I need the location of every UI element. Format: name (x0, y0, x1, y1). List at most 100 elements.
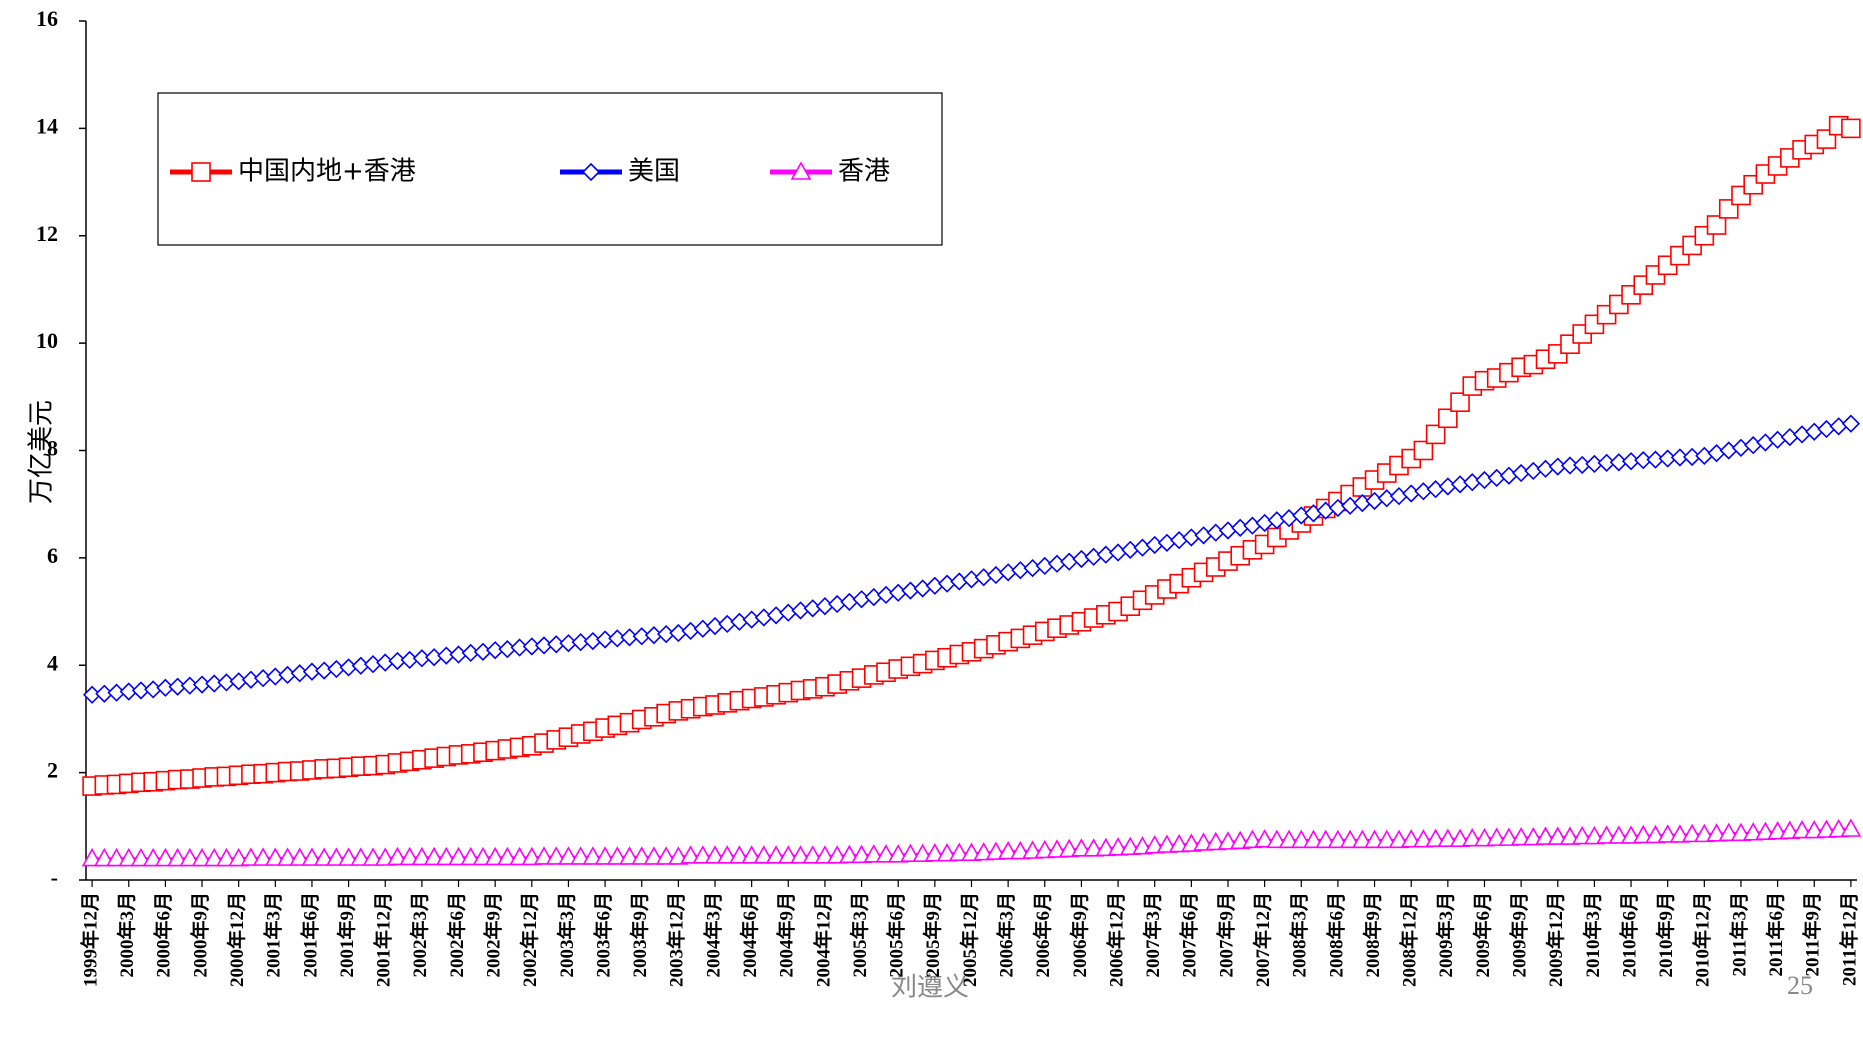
data-point (1706, 215, 1727, 235)
data-point (1425, 424, 1446, 445)
data-point (240, 847, 262, 866)
y-axis-label: 万亿美元 (27, 400, 57, 504)
data-point (716, 845, 738, 864)
data-point (1461, 828, 1483, 847)
data-point (423, 846, 445, 866)
data-point (1719, 441, 1738, 460)
legend-label: 香港 (838, 157, 890, 187)
x-tick-label: 2005年3月 (848, 892, 871, 978)
data-point (1425, 828, 1446, 847)
x-tick-label: 2011年6月 (1764, 892, 1787, 976)
data-point (1792, 425, 1812, 444)
x-tick-label: 2010年12月 (1691, 892, 1714, 987)
data-point (741, 845, 763, 864)
y-tick-label: 2 (47, 758, 58, 783)
y-tick-label: 4 (47, 650, 58, 675)
data-point (680, 845, 701, 864)
data-point (277, 847, 298, 866)
data-point (497, 846, 518, 866)
data-point (606, 846, 628, 865)
data-point (840, 592, 859, 612)
data-point (216, 847, 237, 867)
x-tick-label: 2009年3月 (1434, 892, 1457, 978)
x-tick-label: 2011年12月 (1837, 892, 1860, 986)
y-tick-label: 8 (47, 436, 58, 461)
x-tick-label: 2010年9月 (1654, 892, 1677, 978)
data-point (766, 606, 786, 625)
legend-label: 美国 (628, 157, 680, 187)
data-point (1756, 433, 1775, 452)
data-point (1486, 827, 1508, 846)
data-point (1364, 829, 1385, 849)
data-point (1389, 487, 1409, 506)
data-point (1400, 829, 1422, 848)
data-point (1194, 526, 1213, 545)
data-point (1157, 533, 1177, 552)
data-point (1547, 826, 1569, 845)
data-point (1731, 438, 1751, 457)
x-tick-label: 2008年6月 (1324, 892, 1347, 978)
data-point (252, 847, 274, 866)
data-point (448, 846, 469, 866)
y-tick-label: 10 (36, 328, 58, 353)
data-point (338, 847, 359, 866)
x-tick-label: 2006年12月 (1104, 892, 1127, 987)
data-point (1413, 440, 1434, 461)
x-tick-label: 2004年12月 (811, 892, 834, 987)
data-point (1071, 838, 1092, 857)
data-point (1351, 829, 1373, 849)
data-point (790, 845, 811, 864)
y-tick-label: 14 (36, 113, 58, 138)
data-point (1170, 531, 1189, 550)
x-tick-label: 2001年9月 (335, 892, 358, 978)
data-point (1840, 818, 1862, 837)
data-point (1133, 538, 1152, 557)
data-point (1829, 417, 1848, 436)
data-point (655, 846, 677, 865)
data-point (1437, 828, 1459, 847)
data-point (411, 846, 433, 866)
data-point (582, 846, 604, 865)
data-point (289, 847, 311, 866)
legend-marker (191, 162, 211, 182)
data-point (875, 844, 897, 863)
x-tick-label: 2008年9月 (1361, 892, 1384, 978)
x-tick-label: 2001年12月 (372, 892, 395, 987)
data-point (619, 846, 640, 865)
data-point (692, 845, 714, 864)
x-tick-label: 2001年3月 (262, 892, 285, 978)
x-tick-label: 2002年9月 (482, 892, 505, 978)
data-point (1535, 826, 1556, 845)
data-point (313, 847, 335, 866)
x-tick-label: 2007年12月 (1251, 892, 1274, 987)
data-point (1608, 825, 1630, 844)
data-point (1841, 414, 1861, 433)
data-point (1744, 435, 1763, 455)
data-point (533, 846, 555, 865)
data-point (545, 846, 567, 865)
data-point (558, 846, 579, 865)
data-point (863, 844, 885, 863)
data-point (1499, 466, 1519, 485)
data-point (1376, 829, 1398, 849)
data-point (1707, 444, 1726, 463)
data-point (948, 842, 970, 861)
y-tick-label: 16 (36, 6, 58, 31)
x-tick-label: 2005年12月 (958, 892, 981, 987)
x-tick-label: 2001年6月 (298, 892, 321, 978)
x-tick-label: 2009年6月 (1471, 892, 1494, 978)
data-point (643, 846, 665, 865)
data-point (1805, 422, 1824, 441)
data-point (1426, 480, 1445, 499)
data-point (1780, 427, 1799, 447)
x-tick-label: 2000年9月 (188, 892, 211, 978)
x-tick-label: 2003年9月 (628, 892, 651, 978)
data-point (179, 847, 201, 867)
annotation: 25 (1787, 971, 1813, 1000)
data-point (399, 846, 421, 866)
data-point (594, 846, 616, 865)
data-point (435, 846, 457, 866)
data-point (1632, 824, 1654, 844)
data-point (1327, 829, 1349, 849)
data-point (1339, 829, 1361, 849)
